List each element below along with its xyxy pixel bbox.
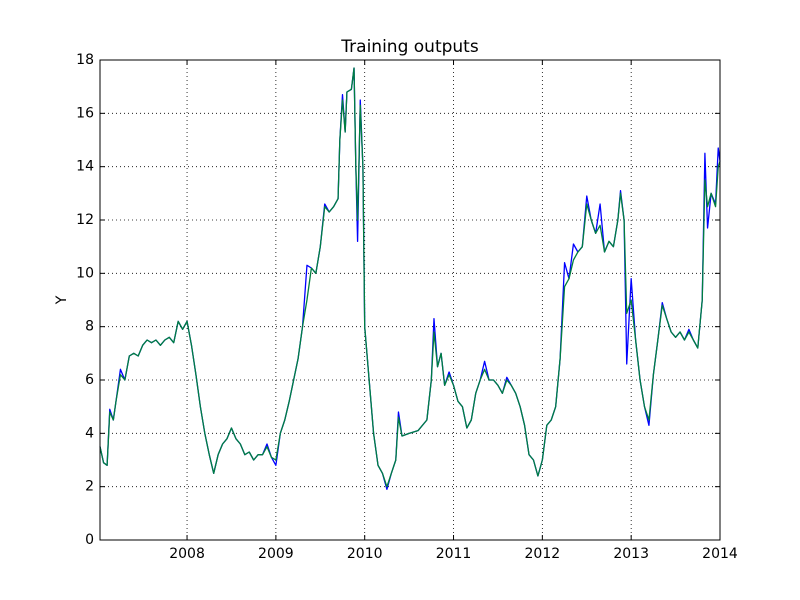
x-tick-label: 2011 [436,546,472,562]
series-line [99,67,721,488]
y-tick-label: 16 [76,105,94,121]
y-tick-label: 12 [76,212,94,228]
y-tick-label: 8 [85,319,94,335]
y-tick-label: 2 [85,479,94,495]
y-tick-label: 14 [76,159,94,175]
x-tick-label: 2012 [525,546,561,562]
x-tick-label: 2013 [613,546,649,562]
x-tick-label: 2010 [347,546,383,562]
y-tick-label: 18 [76,52,94,68]
y-tick-label: 0 [85,532,94,548]
y-axis-label: Y [54,295,70,305]
x-tick-label: 2009 [258,546,294,562]
chart-title: Training outputs [340,37,479,57]
x-tick-label: 2008 [169,546,205,562]
plot-frame [99,59,721,541]
y-tick-label: 10 [76,265,94,281]
y-tick-label: 6 [85,372,94,388]
x-tick-label: 2014 [702,546,738,562]
y-tick-label: 4 [85,425,94,441]
